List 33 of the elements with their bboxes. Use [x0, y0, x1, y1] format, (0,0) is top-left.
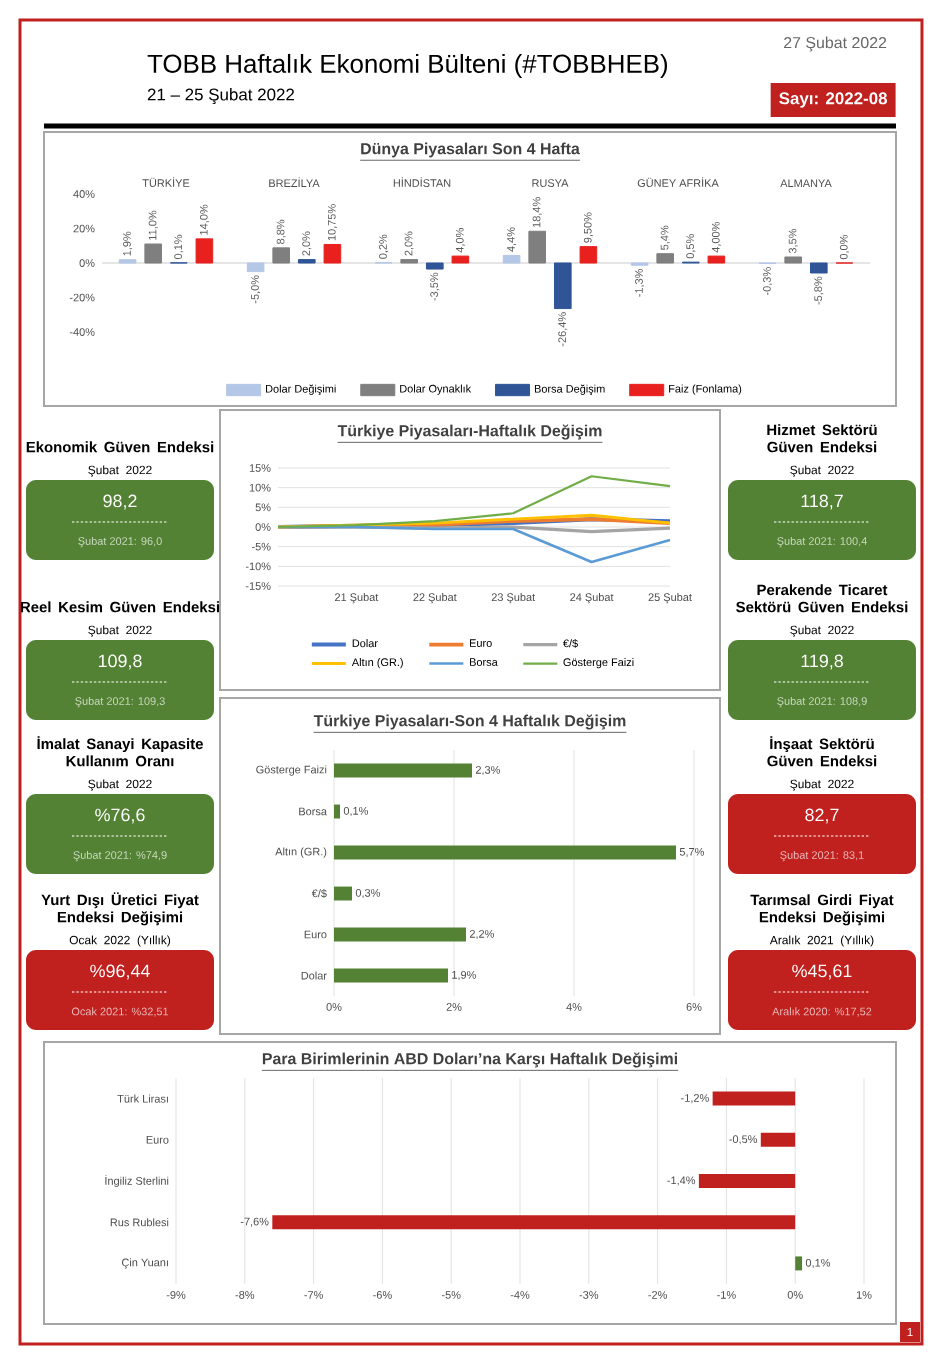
text: 21 – 25 Şubat 2022	[147, 88, 294, 104]
bar	[553, 262, 572, 310]
bar	[579, 246, 598, 264]
text: 98,2	[103, 494, 137, 510]
text: 118,7	[801, 494, 843, 510]
text: 119,8	[801, 654, 843, 670]
bar	[334, 804, 340, 819]
text: 82,7	[805, 808, 839, 824]
bar	[334, 968, 448, 983]
bar	[334, 886, 352, 901]
bar	[707, 255, 726, 264]
line-series	[276, 475, 672, 529]
bar	[784, 256, 803, 264]
bar	[323, 243, 342, 264]
text: Sayı: 2022-08	[779, 92, 888, 108]
bar	[809, 262, 828, 274]
bar	[425, 262, 444, 270]
text: %76,6	[95, 808, 145, 824]
text: %45,61	[792, 964, 852, 980]
bar	[502, 254, 521, 264]
bar	[246, 262, 265, 273]
text: %96,44	[90, 964, 150, 980]
bar	[195, 238, 214, 264]
bar	[528, 230, 547, 264]
text: 109,8	[98, 654, 142, 670]
text: TOBB Haftalık Ekonomi Bülteni (#TOBBHEB)	[147, 53, 668, 79]
bar	[334, 927, 466, 942]
bar	[272, 247, 291, 264]
bar	[451, 255, 470, 264]
bar	[144, 243, 163, 264]
bar	[656, 253, 675, 264]
bar	[334, 763, 472, 778]
bar	[334, 845, 676, 860]
